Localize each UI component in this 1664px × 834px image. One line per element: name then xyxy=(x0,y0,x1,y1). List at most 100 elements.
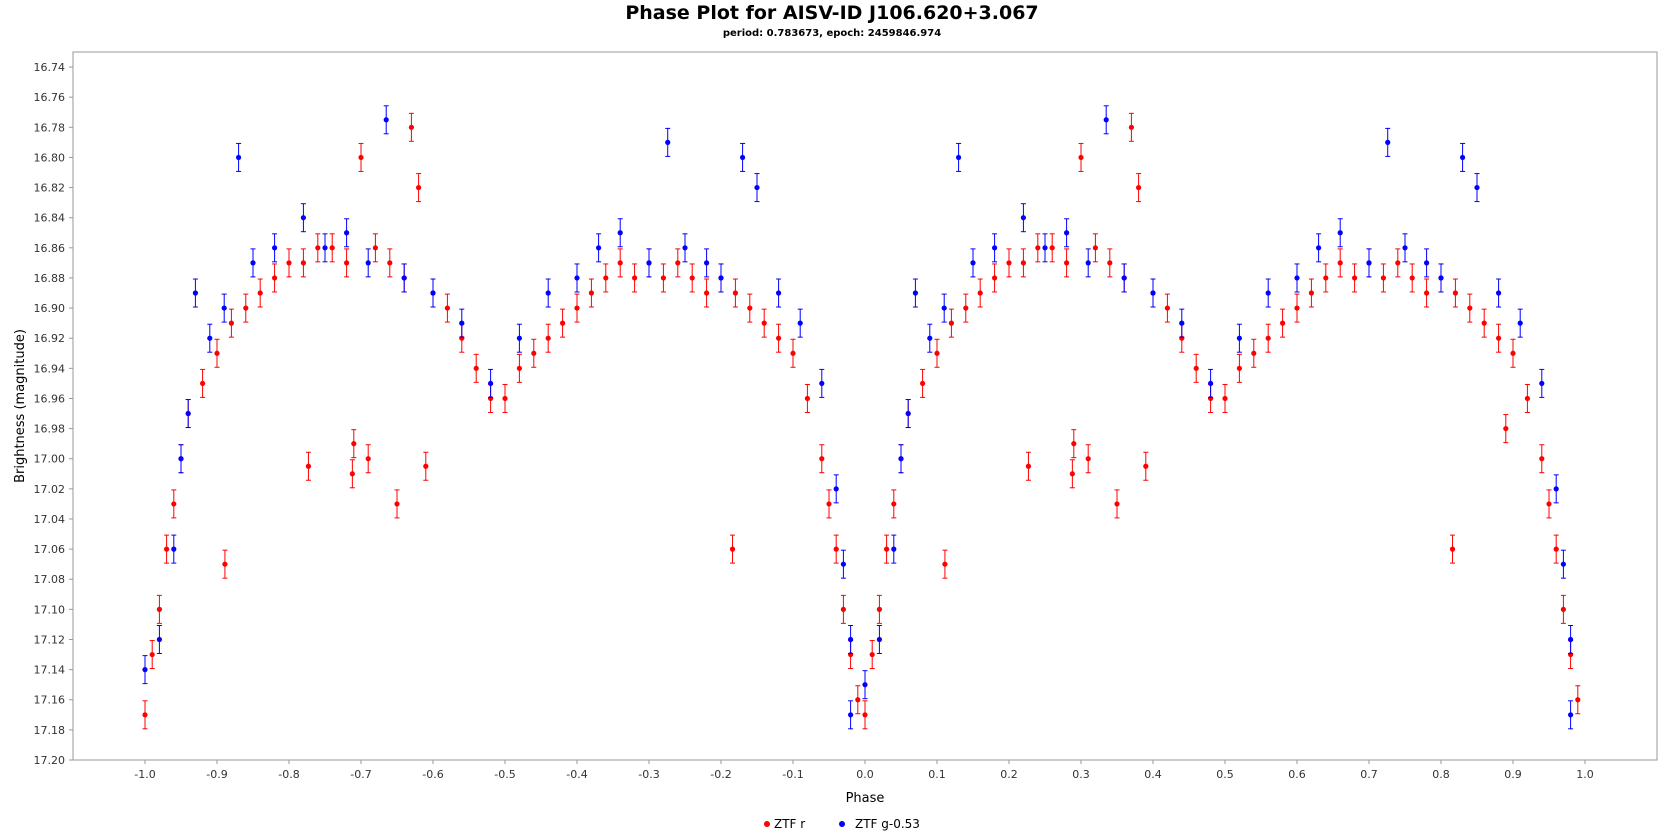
data-point-ztf-r xyxy=(1449,534,1456,564)
data-point-ztf-r xyxy=(1294,293,1300,323)
data-point-ztf-g xyxy=(646,248,652,278)
data-point-ztf-r xyxy=(473,353,479,383)
data-point-ztf-g xyxy=(488,368,494,398)
data-point-ztf-r xyxy=(1510,338,1516,368)
data-point-ztf-r xyxy=(214,338,220,368)
data-point-ztf-g xyxy=(891,534,897,564)
data-point-ztf-g xyxy=(344,218,350,248)
data-point-ztf-g xyxy=(1150,278,1156,308)
chart-title: Phase Plot for AISV-ID J106.620+3.067 xyxy=(625,2,1039,24)
data-point-ztf-r xyxy=(948,308,955,338)
data-point-ztf-g xyxy=(430,278,436,308)
data-point-ztf-g xyxy=(272,233,278,263)
y-tick-label: 17.00 xyxy=(34,453,66,466)
data-point-ztf-r xyxy=(1107,248,1113,278)
data-point-ztf-r xyxy=(1064,248,1070,278)
data-point-ztf-r xyxy=(531,338,537,368)
data-point-ztf-g xyxy=(1316,233,1322,263)
data-point-ztf-g xyxy=(1438,263,1444,293)
data-point-ztf-r xyxy=(243,293,249,323)
data-point-ztf-r xyxy=(305,451,312,481)
data-point-ztf-r xyxy=(1128,112,1134,142)
data-point-ztf-g xyxy=(1208,368,1214,398)
data-point-ztf-r xyxy=(1092,233,1098,263)
y-tick-label: 16.88 xyxy=(34,272,66,285)
data-point-ztf-g xyxy=(862,670,868,700)
data-point-ztf-r xyxy=(804,383,811,413)
data-point-ztf-r xyxy=(365,444,371,474)
x-tick-label: 0.6 xyxy=(1288,768,1306,781)
data-point-ztf-r xyxy=(349,459,355,489)
data-point-ztf-g xyxy=(1294,263,1300,293)
data-point-ztf-r xyxy=(891,489,897,519)
data-point-ztf-g xyxy=(185,399,191,429)
x-tick-label: 0.4 xyxy=(1144,768,1162,781)
data-point-ztf-r xyxy=(1136,173,1142,203)
x-axis: -1.0 -0.9 -0.8 -0.7 -0.6 -0.5 -0.4 -0.3 -0.2 -0.1… xyxy=(134,760,1594,781)
data-point-ztf-g xyxy=(1385,127,1391,157)
data-point-ztf-r xyxy=(222,549,228,579)
data-point-ztf-g xyxy=(322,233,328,263)
data-point-ztf-g xyxy=(192,278,198,308)
data-point-ztf-r xyxy=(1503,414,1509,444)
y-axis-title: Brightness (magnitude) xyxy=(13,329,28,483)
data-point-ztf-g xyxy=(776,278,782,308)
data-point-ztf-g xyxy=(250,248,256,278)
data-point-ztf-g xyxy=(797,308,803,338)
data-point-ztf-r xyxy=(1380,263,1386,293)
data-point-ztf-r xyxy=(920,368,926,398)
data-point-ztf-g xyxy=(1337,218,1343,248)
data-point-ztf-r xyxy=(977,278,983,308)
data-point-ztf-g xyxy=(905,399,911,429)
data-point-ztf-g xyxy=(840,549,847,579)
y-tick-label: 16.86 xyxy=(34,242,66,255)
y-tick-label: 17.10 xyxy=(34,603,66,616)
data-point-ztf-r xyxy=(826,489,832,519)
y-tick-label: 16.90 xyxy=(34,302,66,315)
y-tick-label: 17.06 xyxy=(34,543,66,556)
data-point-ztf-r xyxy=(416,173,422,203)
x-tick-label: -0.8 xyxy=(278,768,299,781)
data-point-ztf-r xyxy=(1424,278,1430,308)
data-point-ztf-g xyxy=(1424,248,1430,278)
data-point-ztf-g xyxy=(740,142,746,172)
data-point-ztf-r xyxy=(1546,489,1552,519)
legend: ZTF r ZTF g-0.53 xyxy=(764,817,920,831)
data-point-ztf-g xyxy=(665,127,671,157)
data-point-ztf-r xyxy=(732,278,739,308)
data-point-ztf-g xyxy=(401,263,407,293)
data-point-ztf-r xyxy=(1323,263,1329,293)
y-tick-label: 17.12 xyxy=(34,633,66,646)
data-point-ztf-r xyxy=(142,700,148,730)
data-point-ztf-g xyxy=(142,655,148,685)
x-tick-label: 0.9 xyxy=(1504,768,1522,781)
data-point-ztf-g xyxy=(754,173,760,203)
data-point-ztf-r xyxy=(351,429,357,459)
data-point-ztf-r xyxy=(545,323,551,353)
x-tick-label: -0.4 xyxy=(566,768,587,781)
x-tick-label: -0.3 xyxy=(638,768,659,781)
data-point-ztf-g xyxy=(992,233,998,263)
data-point-ztf-r xyxy=(1539,444,1545,474)
y-tick-label: 17.04 xyxy=(34,513,66,526)
data-point-ztf-r xyxy=(387,248,393,278)
data-point-ztf-r xyxy=(833,534,839,564)
y-tick-label: 16.98 xyxy=(34,423,66,436)
data-point-ztf-r xyxy=(729,534,736,564)
data-point-ztf-r xyxy=(934,338,940,368)
legend-label-ztf-g: ZTF g-0.53 xyxy=(855,817,920,831)
data-point-ztf-r xyxy=(660,263,667,293)
data-point-ztf-g xyxy=(1460,142,1466,172)
data-point-ztf-g xyxy=(1103,105,1109,135)
data-point-ztf-r xyxy=(747,293,753,323)
data-point-ztf-r xyxy=(1452,278,1458,308)
data-point-ztf-g xyxy=(682,233,688,263)
y-tick-label: 17.14 xyxy=(34,664,66,677)
data-point-ztf-g xyxy=(383,105,389,135)
x-tick-label: -0.6 xyxy=(422,768,443,781)
data-point-ztf-r xyxy=(1020,248,1026,278)
data-point-ztf-g xyxy=(1085,248,1091,278)
data-point-ztf-r xyxy=(257,278,263,308)
data-point-ztf-r xyxy=(1265,323,1271,353)
legend-marker-ztf-g xyxy=(839,821,845,827)
